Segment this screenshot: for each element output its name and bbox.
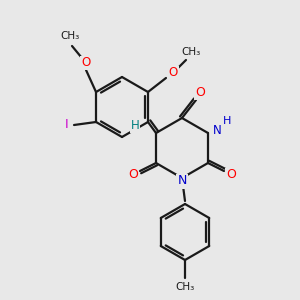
Text: O: O xyxy=(128,169,138,182)
Text: N: N xyxy=(177,175,187,188)
Text: CH₃: CH₃ xyxy=(176,282,195,292)
Text: CH₃: CH₃ xyxy=(182,47,201,57)
Text: H: H xyxy=(130,119,140,132)
Text: I: I xyxy=(65,118,69,131)
Text: O: O xyxy=(195,85,205,98)
Text: O: O xyxy=(168,67,178,80)
Text: CH₃: CH₃ xyxy=(60,31,80,41)
Text: O: O xyxy=(81,56,91,70)
Text: H: H xyxy=(223,116,231,126)
Text: N: N xyxy=(213,124,221,136)
Text: O: O xyxy=(226,169,236,182)
